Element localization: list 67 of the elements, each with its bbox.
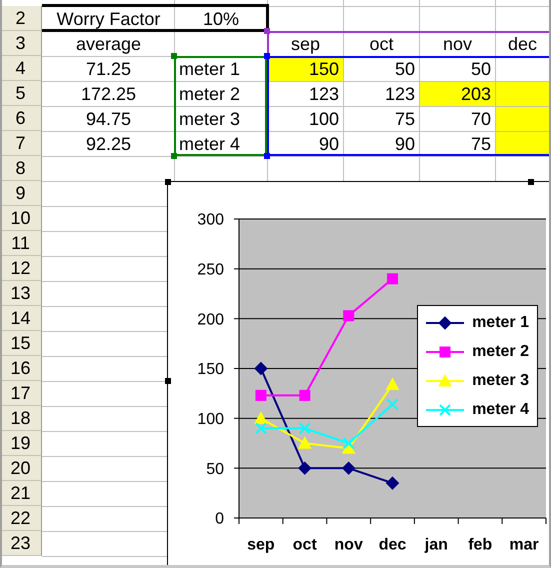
text: meter 1	[179, 58, 240, 78]
text: 22	[10, 508, 31, 528]
text: 21	[10, 482, 31, 504]
category-label: sep	[290, 34, 320, 54]
text: 19	[10, 432, 31, 454]
y-tick-label: 100	[197, 411, 224, 428]
text: 14	[10, 308, 31, 328]
text: 11	[11, 232, 30, 254]
y-tick-label: 250	[197, 262, 224, 279]
text: meter 3	[179, 108, 240, 128]
text: 5	[15, 82, 26, 104]
y-tick-label: 300	[197, 212, 224, 229]
category-label: dec	[508, 34, 538, 54]
y-tick-label: 150	[197, 361, 224, 378]
x-tick-label: feb	[468, 536, 492, 554]
x-tick-label: oct	[292, 536, 318, 554]
text: meter 4	[179, 134, 240, 154]
x-tick-label: jan	[424, 536, 448, 554]
text: 75	[470, 134, 491, 154]
text: 15	[10, 332, 31, 354]
text: 100	[308, 108, 339, 130]
text: 23	[10, 532, 31, 554]
text: meter 2	[179, 84, 240, 104]
text: 150	[308, 58, 339, 80]
text: 13	[10, 282, 31, 304]
text: 10	[10, 208, 31, 228]
legend-label: meter 4	[472, 400, 529, 418]
text: 2	[15, 8, 26, 28]
x-tick-label: dec	[378, 536, 406, 554]
text: 17	[10, 382, 31, 404]
x-tick-label: sep	[247, 536, 275, 554]
text: 71.25	[86, 58, 132, 80]
text: 50	[394, 58, 415, 80]
text: 7	[15, 132, 26, 154]
text: 4	[15, 58, 26, 78]
text: Worry Factor	[56, 8, 160, 30]
y-tick-label: 200	[197, 311, 224, 328]
text: 123	[308, 84, 339, 104]
category-label: nov	[442, 34, 472, 54]
text: 90	[394, 134, 415, 154]
text: 9	[15, 182, 26, 204]
text: 12	[10, 258, 31, 278]
text: 90	[318, 134, 339, 154]
text: 18	[10, 408, 31, 428]
y-tick-label: 50	[206, 460, 224, 478]
text: 92.25	[86, 134, 132, 154]
text: 70	[470, 108, 491, 130]
text: 8	[15, 158, 26, 178]
text: 50	[470, 58, 491, 80]
text: 203	[460, 84, 491, 104]
legend-label: meter 3	[472, 372, 529, 390]
text: 3	[15, 32, 26, 54]
text: 10%	[202, 8, 240, 30]
category-label: oct	[369, 34, 394, 54]
text: 6	[15, 108, 26, 128]
legend-label: meter 1	[472, 314, 529, 332]
text: 20	[10, 458, 31, 478]
y-tick-label: 0	[215, 510, 224, 528]
text: 94.75	[86, 108, 132, 130]
text: average	[76, 34, 142, 54]
text: 75	[394, 108, 415, 130]
text: 16	[10, 358, 31, 378]
legend-label: meter 2	[472, 342, 529, 360]
text: 123	[384, 84, 415, 104]
text: 172.25	[80, 84, 136, 104]
x-tick-label: nov	[334, 536, 363, 554]
x-tick-label: mar	[509, 536, 539, 554]
